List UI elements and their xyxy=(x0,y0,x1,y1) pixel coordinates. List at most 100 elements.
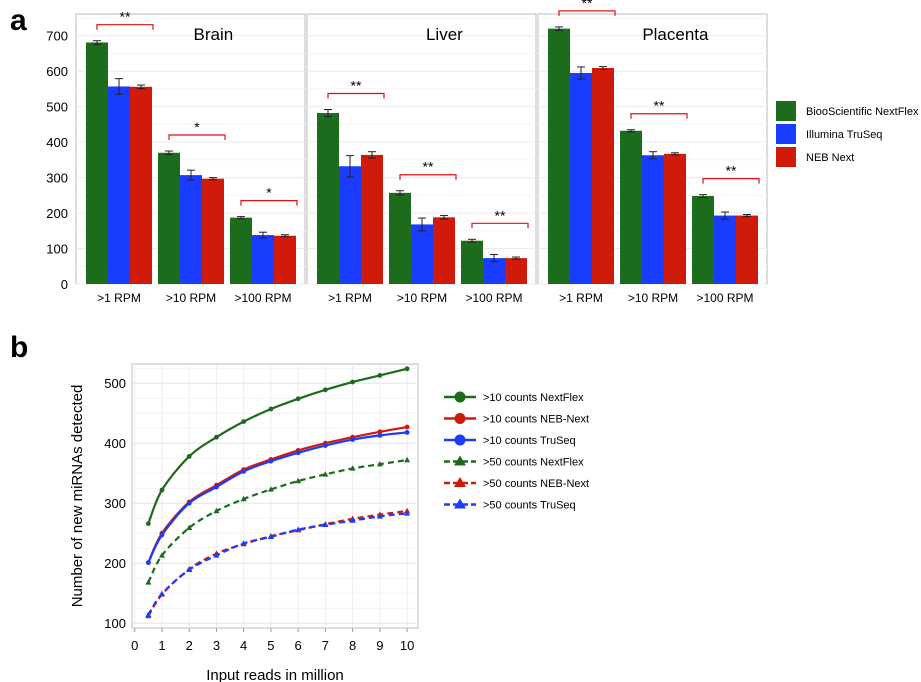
legend-label: NEB Next xyxy=(806,152,854,164)
legend-marker xyxy=(454,477,466,487)
plot-area xyxy=(131,363,419,629)
significance-label: * xyxy=(194,119,200,135)
data-point xyxy=(376,513,383,519)
category-label: >10 RPM xyxy=(397,291,447,305)
y-tick-label: 100 xyxy=(46,242,68,257)
panel-label-b: b xyxy=(10,331,28,364)
y-tick-label: 0 xyxy=(61,277,68,292)
category-label: >1 RPM xyxy=(328,291,372,305)
bar xyxy=(714,215,736,284)
data-point xyxy=(213,507,220,514)
data-point xyxy=(295,477,302,484)
x-tick-label: 9 xyxy=(376,638,383,653)
significance-label: ** xyxy=(351,78,362,94)
category-label: >100 RPM xyxy=(696,291,753,305)
x-tick-label: 1 xyxy=(158,638,165,653)
category-label: >1 RPM xyxy=(97,291,141,305)
data-point xyxy=(267,486,274,492)
legend-label: >10 counts TruSeq xyxy=(483,435,576,447)
x-tick-label: 0 xyxy=(131,638,138,653)
data-point xyxy=(322,387,328,393)
data-point xyxy=(377,373,383,378)
significance-label: ** xyxy=(423,159,434,175)
bar xyxy=(736,215,758,284)
data-point xyxy=(159,532,165,538)
x-tick-label: 4 xyxy=(240,638,247,653)
bar xyxy=(180,175,202,284)
data-point xyxy=(349,465,356,471)
bar xyxy=(570,72,592,285)
bar xyxy=(483,258,505,284)
category-label: >10 RPM xyxy=(166,291,216,305)
data-point xyxy=(267,533,274,539)
significance-label: ** xyxy=(582,0,593,11)
bar xyxy=(505,258,527,284)
data-point xyxy=(295,396,301,402)
bar xyxy=(433,217,455,284)
data-point xyxy=(404,430,410,435)
data-point xyxy=(240,495,247,502)
significance-label: ** xyxy=(654,98,665,114)
legend-label: >50 counts NextFlex xyxy=(483,457,584,469)
legend-marker xyxy=(454,434,466,446)
legend-marker xyxy=(454,391,466,403)
data-point xyxy=(295,526,302,532)
x-tick-label: 5 xyxy=(267,638,274,653)
significance-bracket xyxy=(168,134,226,140)
legend-panel-b: >10 counts NextFlex >10 counts NEB-Next >1… xyxy=(444,391,589,512)
x-tick-label: 10 xyxy=(400,638,414,653)
bar xyxy=(642,155,664,284)
bar xyxy=(592,68,614,285)
y-tick-label: 100 xyxy=(104,616,126,631)
x-tick-label: 8 xyxy=(349,638,356,653)
significance-label: ** xyxy=(495,207,506,223)
significance-bracket xyxy=(96,24,154,30)
x-tick-label: 2 xyxy=(186,638,193,653)
y-tick-label: 400 xyxy=(104,436,126,451)
y-tick-label: 700 xyxy=(46,29,68,44)
legend-swatch xyxy=(776,124,796,144)
data-point xyxy=(158,590,165,596)
x-tick-label: 6 xyxy=(295,638,302,653)
data-point xyxy=(268,458,274,464)
bar xyxy=(252,235,274,284)
data-point xyxy=(145,611,152,617)
y-tick-label: 200 xyxy=(104,556,126,571)
data-point xyxy=(376,461,383,467)
data-point xyxy=(404,510,411,516)
category-label: >1 RPM xyxy=(559,291,603,305)
data-point xyxy=(186,454,192,459)
significance-label: ** xyxy=(120,9,131,25)
legend-swatch xyxy=(776,147,796,167)
data-point xyxy=(145,560,151,565)
data-point xyxy=(186,500,192,506)
panel-label-a: a xyxy=(10,4,27,37)
facet-title: Placenta xyxy=(642,25,709,44)
x-axis-title: Input reads in million xyxy=(206,667,344,682)
legend-label: >10 counts NEB-Next xyxy=(483,414,589,426)
data-point xyxy=(145,579,152,585)
data-point xyxy=(214,434,219,440)
data-point xyxy=(322,521,329,527)
legend-panel-a: BiooScientific NextFlex Illumina TruSeq NE… xyxy=(776,101,919,167)
facet-title: Liver xyxy=(426,25,463,44)
legend-label: >10 counts NextFlex xyxy=(483,392,584,404)
significance-bracket xyxy=(399,174,457,180)
significance-bracket xyxy=(240,200,298,206)
bar xyxy=(389,192,411,284)
significance-bracket xyxy=(702,178,760,184)
category-label: >10 RPM xyxy=(628,291,678,305)
bar xyxy=(202,178,224,284)
data-point xyxy=(186,524,193,530)
bar xyxy=(461,240,483,284)
significance-bracket xyxy=(630,113,688,119)
data-point xyxy=(145,521,151,526)
x-tick-label: 3 xyxy=(213,638,220,653)
legend-marker xyxy=(454,413,466,424)
data-point xyxy=(158,552,165,558)
data-point xyxy=(295,450,301,456)
bar xyxy=(274,235,296,284)
bar xyxy=(361,154,383,284)
significance-bracket xyxy=(327,92,385,99)
